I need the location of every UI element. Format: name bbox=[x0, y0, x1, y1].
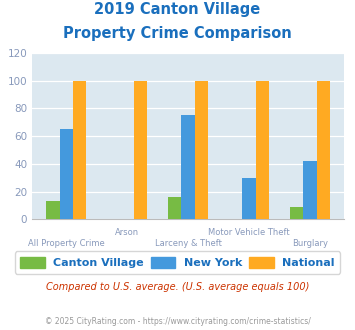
Bar bbox=[46, 201, 60, 219]
Legend: Canton Village, New York, National: Canton Village, New York, National bbox=[15, 251, 340, 274]
Text: Motor Vehicle Theft: Motor Vehicle Theft bbox=[208, 228, 290, 237]
Bar bbox=[256, 81, 269, 219]
Bar bbox=[73, 81, 86, 219]
Bar bbox=[168, 197, 181, 219]
Bar bbox=[317, 81, 330, 219]
Bar bbox=[195, 81, 208, 219]
Text: © 2025 CityRating.com - https://www.cityrating.com/crime-statistics/: © 2025 CityRating.com - https://www.city… bbox=[45, 317, 310, 326]
Text: Arson: Arson bbox=[115, 228, 139, 237]
Text: All Property Crime: All Property Crime bbox=[28, 239, 105, 248]
Bar bbox=[181, 115, 195, 219]
Text: Larceny & Theft: Larceny & Theft bbox=[155, 239, 222, 248]
Bar bbox=[134, 81, 147, 219]
Text: Compared to U.S. average. (U.S. average equals 100): Compared to U.S. average. (U.S. average … bbox=[46, 282, 309, 292]
Bar bbox=[60, 129, 73, 219]
Text: Property Crime Comparison: Property Crime Comparison bbox=[63, 26, 292, 41]
Bar bbox=[242, 178, 256, 219]
Bar bbox=[303, 161, 317, 219]
Text: 2019 Canton Village: 2019 Canton Village bbox=[94, 2, 261, 16]
Bar bbox=[290, 207, 303, 219]
Text: Burglary: Burglary bbox=[292, 239, 328, 248]
